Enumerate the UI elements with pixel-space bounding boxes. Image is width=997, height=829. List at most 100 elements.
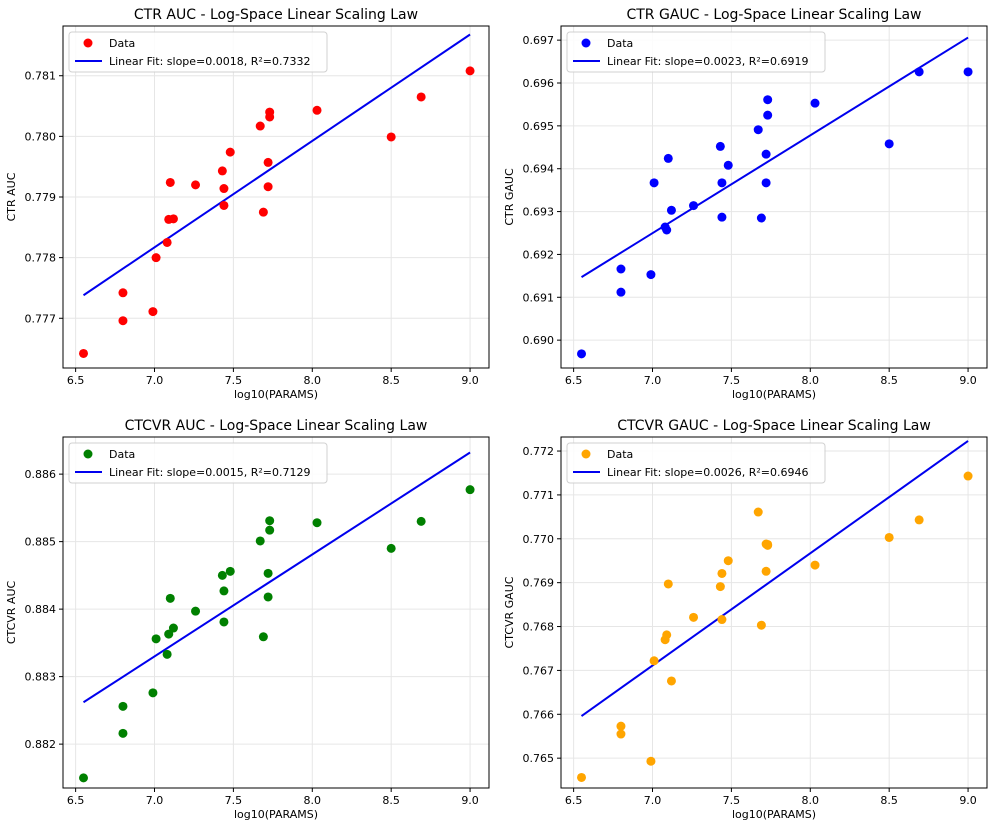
chart-panel-1: 6.5 7.0 7.5 8.0 8.5 9.0 0.777 0.778 0.779 0.780 0.…	[5, 7, 490, 401]
legend-marker-data	[581, 38, 591, 48]
data-point	[258, 207, 268, 217]
y-tick-label: 0.694	[523, 163, 555, 176]
x-tick-label: 8.5	[382, 794, 400, 807]
x-axis-label: log10(PARAMS)	[234, 808, 318, 821]
fit-line	[580, 36, 969, 278]
data-point	[666, 205, 676, 215]
data-point	[151, 253, 161, 263]
chart-panel-2: 6.5 7.0 7.5 8.0 8.5 9.0 0.690 0.691 0.692 0.693 0.…	[503, 7, 988, 401]
data-point	[265, 112, 275, 122]
plot-frame	[62, 436, 490, 789]
x-tick-label: 8.0	[304, 794, 322, 807]
plot-frame	[560, 436, 988, 789]
y-tick-label: 0.765	[523, 752, 555, 765]
y-tick-label: 0.778	[25, 252, 57, 265]
chart-title: CTR AUC - Log-Space Linear Scaling Law	[134, 7, 418, 23]
legend-box	[68, 31, 328, 73]
data-point	[151, 634, 161, 644]
data-point	[219, 200, 229, 210]
y-tick-label: 0.771	[523, 489, 555, 502]
data-point	[148, 307, 158, 317]
data-point	[763, 540, 773, 550]
data-point	[219, 586, 229, 596]
x-tick-label: 8.5	[880, 374, 898, 387]
data-point	[312, 105, 322, 115]
fit-line	[82, 451, 471, 704]
data-point	[165, 593, 175, 603]
data-point	[616, 729, 626, 739]
data-point	[312, 518, 322, 528]
data-point	[191, 180, 201, 190]
x-tick-label: 6.5	[565, 374, 583, 387]
x-tick-label: 9.0	[959, 794, 977, 807]
data-point	[914, 515, 924, 525]
y-tick-label: 0.690	[523, 334, 555, 347]
data-point	[118, 316, 128, 326]
data-point	[217, 570, 227, 580]
data-point	[258, 632, 268, 642]
y-tick-label: 0.767	[523, 664, 555, 677]
data-point	[717, 615, 727, 625]
y-tick-label: 0.885	[25, 536, 57, 549]
x-tick-label: 8.0	[802, 374, 820, 387]
data-point	[646, 270, 656, 280]
x-tick-label: 9.0	[959, 374, 977, 387]
x-tick-label: 8.5	[382, 374, 400, 387]
y-axis-label: CTR AUC	[5, 172, 18, 221]
y-tick-label: 0.697	[523, 34, 555, 47]
legend-box	[566, 442, 826, 484]
fit-line	[580, 440, 969, 717]
y-tick-label: 0.883	[25, 671, 57, 684]
data-point	[616, 721, 626, 731]
data-point	[753, 507, 763, 517]
data-point	[416, 92, 426, 102]
data-point	[263, 182, 273, 192]
data-point	[79, 348, 89, 358]
data-point	[689, 612, 699, 622]
x-tick-label: 9.0	[461, 374, 479, 387]
data-point	[165, 177, 175, 187]
legend-label-data: Data	[607, 448, 633, 461]
data-point	[118, 288, 128, 298]
legend-label-fit: Linear Fit: slope=0.0026, R²=0.6946	[607, 466, 809, 479]
data-point	[162, 237, 172, 247]
x-tick-label: 7.0	[146, 374, 164, 387]
data-point	[662, 225, 672, 235]
y-axis-label: CTCVR AUC	[5, 581, 18, 645]
x-tick-label: 9.0	[461, 794, 479, 807]
legend-marker-data	[83, 38, 93, 48]
data-point	[217, 166, 227, 176]
y-tick-label: 0.886	[25, 468, 57, 481]
data-point	[649, 178, 659, 188]
legend-label-data: Data	[607, 37, 633, 50]
legend-box	[68, 442, 328, 484]
data-point	[717, 568, 727, 578]
x-axis-label: log10(PARAMS)	[732, 388, 816, 401]
data-point	[164, 629, 174, 639]
data-point	[963, 471, 973, 481]
legend-marker-data	[581, 449, 591, 459]
x-tick-label: 8.5	[880, 794, 898, 807]
data-point	[663, 153, 673, 163]
data-point	[616, 287, 626, 297]
data-point	[666, 676, 676, 686]
x-tick-label: 8.0	[802, 794, 820, 807]
data-point	[255, 536, 265, 546]
data-point	[263, 568, 273, 578]
data-point	[715, 582, 725, 592]
data-point	[761, 566, 771, 576]
data-point	[646, 756, 656, 766]
data-point	[79, 773, 89, 783]
data-point	[616, 264, 626, 274]
data-point	[763, 95, 773, 105]
data-point	[649, 656, 659, 666]
data-point	[225, 566, 235, 576]
data-point	[717, 178, 727, 188]
y-tick-label: 0.781	[25, 70, 57, 83]
y-axis-label: CTR GAUC	[503, 168, 516, 226]
x-tick-label: 7.0	[644, 374, 662, 387]
data-point	[263, 592, 273, 602]
data-point	[914, 67, 924, 77]
y-tick-label: 0.766	[523, 708, 555, 721]
